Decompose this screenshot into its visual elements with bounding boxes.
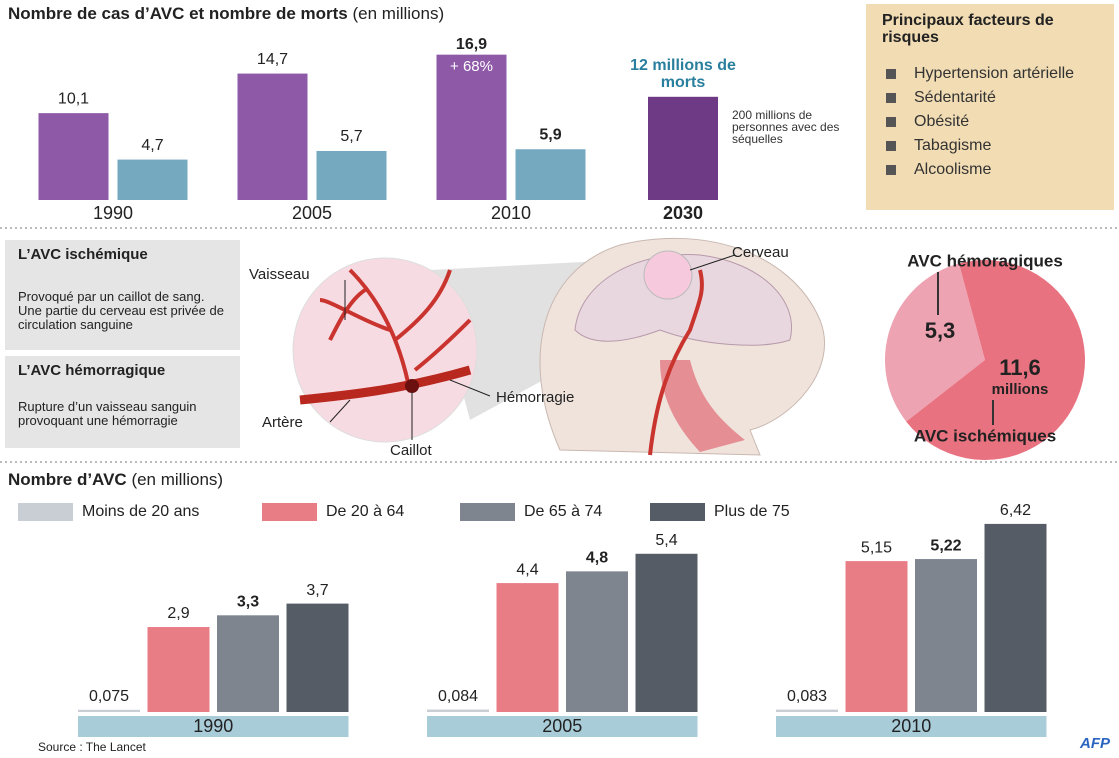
x-tick-label: 1990 (93, 203, 133, 223)
definition-text: Provoqué par un caillot de sang. Une par… (18, 290, 228, 332)
bar (846, 561, 908, 712)
illustration (293, 238, 825, 455)
chart-subtitle: (en millions) (353, 4, 445, 23)
bullet (886, 117, 896, 127)
risk-item: Tabagisme (886, 138, 1086, 153)
definition-text: Rupture d’un vaisseau sanguin provoquant… (18, 400, 228, 428)
legend-label: De 20 à 64 (326, 503, 404, 520)
bar (148, 627, 210, 712)
bar (776, 710, 838, 712)
value-label: 0,084 (438, 688, 478, 705)
bar (648, 97, 718, 200)
diagram-label: Cerveau (732, 244, 789, 261)
bullet (886, 165, 896, 175)
x-tick-label: 2030 (663, 203, 703, 223)
bar (915, 559, 977, 712)
bar (287, 604, 349, 712)
risk-text: Hypertension artérielle (914, 65, 1074, 82)
bar (636, 554, 698, 712)
bar (238, 74, 308, 200)
value-label: 16,9 (456, 36, 487, 53)
x-tick-label: 2010 (491, 203, 531, 223)
bullet (886, 93, 896, 103)
risk-list: Hypertension artérielle Sédentarité Obésit… (886, 66, 1086, 186)
value-label: 5,4 (655, 532, 677, 549)
x-tick-label: 1990 (193, 716, 233, 736)
risk-text: Sédentarité (914, 89, 996, 106)
annotation: 200 millions de personnes avec des séque… (732, 109, 852, 145)
category-label: AVC ischémiques (914, 426, 1056, 445)
diagram-label: Caillot (390, 442, 433, 459)
risk-item: Alcoolisme (886, 162, 1086, 177)
value-label: 5,15 (861, 539, 892, 556)
value-label: 11,6 (999, 355, 1041, 380)
value-label: 2,9 (167, 605, 189, 622)
risk-item: Obésité (886, 114, 1086, 129)
annotation: + 68% (437, 60, 507, 73)
source: Source : The Lancet (38, 740, 147, 754)
value-label: 0,075 (89, 688, 129, 705)
risk-title: Principaux facteurs de risques (882, 12, 1107, 46)
risk-text: Obésité (914, 113, 969, 130)
chart-subtitle: (en millions) (131, 470, 223, 489)
value-label: 3,3 (237, 594, 259, 611)
value-label: 12 millions de morts (608, 57, 758, 91)
bullet (886, 141, 896, 151)
legend-swatch (18, 503, 73, 521)
value-label: 5,9 (539, 126, 561, 143)
chart-title: Nombre de cas d’AVC et nombre de morts (8, 4, 348, 23)
bar (78, 710, 140, 712)
bar (566, 571, 628, 712)
category-label: AVC hémoragiques (907, 251, 1063, 270)
unit-label: millions (992, 381, 1049, 398)
value-label: 5,7 (340, 128, 362, 145)
value-label: 5,22 (930, 537, 961, 554)
diagram-label: Artère (262, 414, 303, 431)
diagram-label: Hémorragie (496, 389, 574, 406)
risk-text: Alcoolisme (914, 161, 991, 178)
x-tick-label: 2010 (891, 716, 931, 736)
legend-swatch (262, 503, 317, 521)
bar (217, 615, 279, 712)
risk-item: Sédentarité (886, 90, 1086, 105)
bar (317, 151, 387, 200)
definition-title: L’AVC ischémique (18, 246, 168, 263)
value-label: 5,3 (925, 318, 956, 343)
value-label: 4,7 (141, 137, 163, 154)
value-label: 4,4 (516, 561, 538, 578)
x-tick-label: 2005 (292, 203, 332, 223)
bar (497, 583, 559, 712)
value-label: 6,42 (1000, 502, 1031, 519)
value-label: 3,7 (306, 582, 328, 599)
legend-swatch (460, 503, 515, 521)
x-tick-label: 2005 (542, 716, 582, 736)
legend-label: Moins de 20 ans (82, 503, 199, 520)
bar (985, 524, 1047, 712)
chart-title: Nombre d’AVC (8, 470, 127, 489)
value-label: 10,1 (58, 90, 89, 107)
chart-heading: Nombre d’AVC (en millions) (8, 470, 223, 490)
legend-swatch (650, 503, 705, 521)
chart-heading: Nombre de cas d’AVC et nombre de morts (… (8, 4, 444, 24)
infographic: Vaisseau Cerveau Hémorragie Artère Caill… (0, 0, 1119, 758)
bar (427, 710, 489, 712)
bar (39, 113, 109, 200)
bar (516, 149, 586, 200)
risk-item: Hypertension artérielle (886, 66, 1086, 81)
value-label: 4,8 (586, 550, 608, 567)
risk-text: Tabagisme (914, 137, 991, 154)
legend-label: Plus de 75 (714, 503, 790, 520)
bullet (886, 69, 896, 79)
bar (437, 55, 507, 200)
diagram-label: Vaisseau (249, 266, 310, 283)
credit: AFP (1079, 735, 1111, 752)
legend-label: De 65 à 74 (524, 503, 602, 520)
value-label: 0,083 (787, 688, 827, 705)
value-label: 14,7 (257, 51, 288, 68)
definition-title: L’AVC hémorragique (18, 362, 168, 379)
bar (118, 160, 188, 200)
